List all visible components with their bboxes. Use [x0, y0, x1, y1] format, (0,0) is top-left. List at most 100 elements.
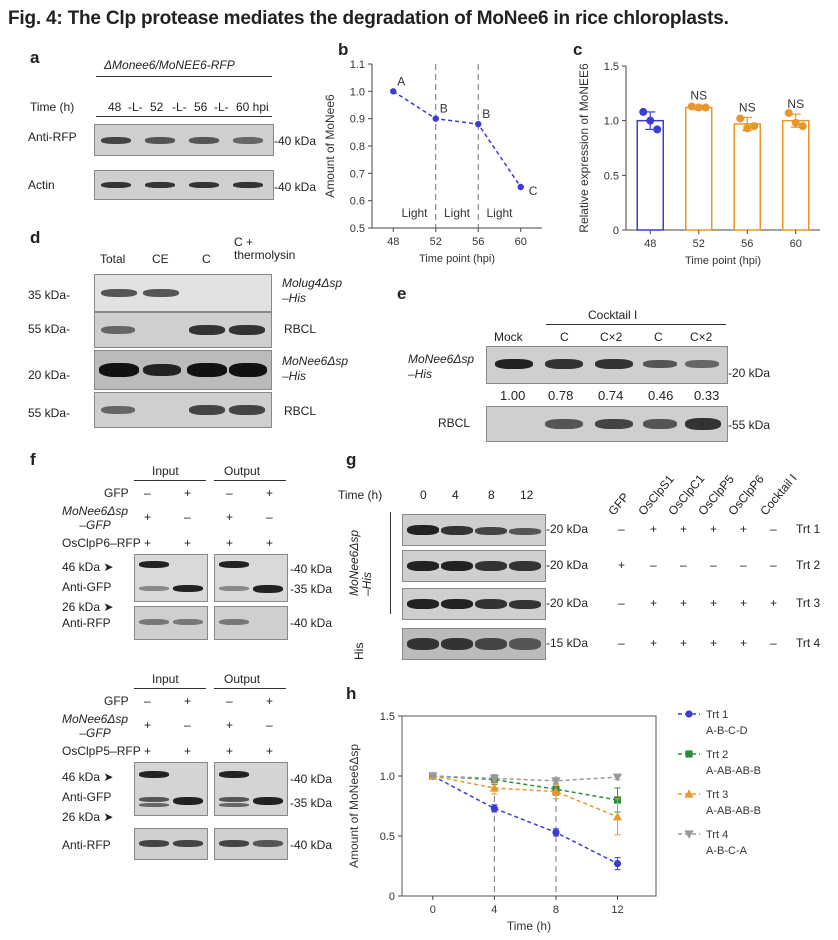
c-point: [653, 125, 662, 134]
h-legend-name: Trt 2: [706, 749, 728, 761]
b-letter: B: [482, 107, 490, 121]
f2-gfp-label: GFP: [104, 694, 129, 708]
b-series-line: [392, 90, 522, 188]
blot-g-row-4: [402, 628, 546, 660]
b-ytick-label: 0.8: [350, 141, 365, 153]
f2-gfp-s1: +: [184, 694, 192, 708]
f2-gfp-s2: –: [226, 694, 233, 708]
b-xtick-label: 60: [515, 236, 527, 248]
figure-title: Fig. 4: The Clp protease mediates the de…: [8, 8, 729, 29]
blot-f1-output-rfp: [214, 606, 288, 640]
panel-c-label: c: [573, 40, 583, 59]
f1-gfp-s0: –: [144, 486, 151, 500]
b-point: [390, 88, 397, 95]
blot-f1-output-gfp: [214, 554, 288, 602]
a-kda-actin: -40 kDa: [274, 180, 317, 194]
d-kda-1: 55 kDa-: [28, 322, 71, 336]
f2-kda46: 46 kDa ➤: [62, 770, 114, 784]
e-row2-name: RBCL: [438, 416, 471, 430]
c-ylabel: Relative expression of MoNEE6: [577, 63, 591, 233]
b-ytick-label: 0.6: [350, 196, 365, 208]
h-legend-letters: A-AB-AB-B: [706, 805, 761, 817]
g-s-1-5: –: [770, 522, 777, 536]
e-value-3: 0.46: [648, 388, 674, 403]
d-lane-2: C: [202, 252, 211, 266]
d-kda-3: 55 kDa-: [28, 406, 71, 420]
b-xtick-label: 56: [472, 236, 484, 248]
g-s-1-1: +: [650, 522, 658, 536]
c-ytick-label: 1.0: [604, 116, 619, 128]
g-trt-3: Trt 3: [796, 596, 821, 610]
h-ytick-label: 1.0: [380, 771, 395, 783]
f2-mo-s0: +: [144, 718, 152, 732]
a-tp-2: 52: [150, 100, 164, 114]
c-ytick-label: 0.5: [604, 170, 619, 182]
h-point: [552, 828, 560, 836]
g-kda-2: -20 kDa: [546, 558, 589, 572]
c-point: [639, 107, 648, 116]
c-point: [736, 114, 745, 123]
g-time-0: 0: [420, 488, 427, 502]
c-point: [687, 102, 696, 111]
panel-e-label: e: [397, 284, 407, 303]
f1-gfp-s1: +: [184, 486, 192, 500]
f1-gfp-label: GFP: [104, 486, 129, 500]
g-s-1-4: +: [740, 522, 748, 536]
c-bar: [685, 106, 713, 231]
c-point: [791, 118, 800, 127]
f2-output-label: Output: [224, 672, 261, 686]
f1-kda35: -35 kDa: [290, 582, 333, 596]
f2-kda40-rfp: -40 kDa: [290, 838, 333, 852]
g-s-1-2: +: [680, 522, 688, 536]
h-point: [612, 812, 623, 821]
f2-clp-s1: +: [184, 744, 192, 758]
a-kda-rfp: -40 kDa: [274, 134, 317, 148]
a-tp-1: -L-: [128, 100, 143, 114]
panel-g-label: g: [346, 450, 357, 469]
b-point: [432, 115, 439, 122]
b-ylabel: Amount of MoNee6: [323, 94, 337, 198]
a-row-actin: Actin: [28, 178, 55, 192]
d-name-3: RBCL: [284, 404, 317, 418]
d-kda-0: 35 kDa-: [28, 288, 71, 302]
h-xtick-label: 4: [491, 904, 497, 916]
e-lane-1: C: [560, 330, 569, 344]
g-his-label: His: [352, 642, 366, 660]
g-time-3: 12: [520, 488, 534, 502]
g-s-4-4: +: [740, 636, 748, 650]
g-s-4-2: +: [680, 636, 688, 650]
f1-anti-gfp: Anti-GFP: [62, 580, 112, 594]
f2-clp-s3: +: [266, 744, 274, 758]
h-point: [684, 789, 694, 798]
blot-d-row-3: [94, 392, 272, 428]
d-lane-1: CE: [152, 252, 169, 266]
h-point: [489, 774, 499, 783]
f1-output-line: [214, 480, 286, 481]
g-time-label: Time (h): [338, 488, 383, 502]
chart-h: 0 0.5 1.0 1.5 0 4 8 12 Trt 1 A-B-C-D Trt 2 A-AB-AB-…: [347, 709, 761, 933]
g-s-1-3: +: [710, 522, 718, 536]
a-tp-3: -L-: [172, 100, 187, 114]
f1-clp-s2: +: [226, 536, 234, 550]
h-point: [551, 787, 561, 796]
b-light-annotation: Light: [444, 206, 471, 220]
strain-underline: [96, 76, 272, 77]
blot-f2-output-gfp: [214, 762, 288, 816]
e-value-0: 1.00: [500, 388, 526, 403]
e-row1-name: MoNee6Δsp –His: [408, 352, 475, 381]
d-lane-3: C + thermolysin: [234, 235, 296, 262]
h-point: [551, 777, 561, 786]
f2-clp-s2: +: [226, 744, 234, 758]
g-kda-3: -20 kDa: [546, 596, 589, 610]
f2-output-line: [214, 688, 286, 689]
f1-clp-s3: +: [266, 536, 274, 550]
g-s-3-5: +: [770, 596, 778, 610]
g-side-line: [390, 512, 391, 614]
f2-kda35: -35 kDa: [290, 796, 333, 810]
h-series-line: [432, 775, 618, 865]
b-point: [475, 120, 482, 128]
g-s-2-1: –: [650, 558, 657, 572]
b-letter: B: [440, 102, 448, 116]
blot-f1-input-gfp: [134, 554, 208, 602]
c-point: [750, 122, 759, 131]
